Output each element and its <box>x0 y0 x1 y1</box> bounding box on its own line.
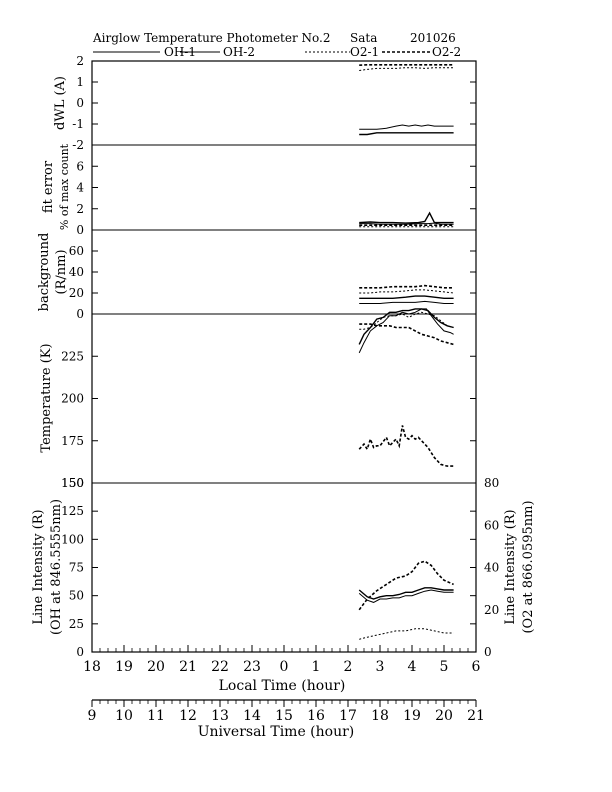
series-line-oh-2 <box>359 295 454 299</box>
site-name: Sata <box>350 31 377 45</box>
y-tick-label: -1 <box>72 117 84 131</box>
panel-5-ylabel-line2: (OH at 846.5555nm) <box>49 499 64 635</box>
x-tick-label: 3 <box>376 659 385 675</box>
y-tick-label: 60 <box>69 244 84 258</box>
y-tick-label: 6 <box>76 159 84 173</box>
x2-tick-label: 11 <box>147 708 165 724</box>
y-tick-label: 2 <box>76 54 84 68</box>
x-tick-label: 23 <box>243 659 261 675</box>
series-line-oh-1 <box>358 308 454 354</box>
y-tick-label: 75 <box>69 561 84 575</box>
panel-5-y2label-line1: Line Intensity (R) <box>503 509 518 624</box>
series-line-oh-1 <box>359 124 454 130</box>
y2-tick-label: 80 <box>484 476 499 490</box>
series-line-o2-2 <box>358 560 454 611</box>
legend-label-o22: O2-2 <box>432 45 461 59</box>
y2-tick-label: 0 <box>484 645 492 659</box>
panel-5-ylabel-line1: Line Intensity (R) <box>31 509 46 624</box>
series-line-o2-1 <box>359 311 454 330</box>
y-tick-label: 125 <box>61 504 84 518</box>
series-line-oh-1 <box>358 589 454 603</box>
y-tick-label: 150 <box>61 476 84 490</box>
panel-3-ylabel-line1: background <box>37 233 52 312</box>
series-line-oh-2 <box>359 132 454 136</box>
y-tick-label: 20 <box>69 286 84 300</box>
series-line-oh-1 <box>359 300 454 304</box>
x2-tick-label: 9 <box>88 708 97 724</box>
x2-tick-label: 19 <box>403 708 421 724</box>
series-line-o2-1 <box>359 67 454 71</box>
y-tick-label: 0 <box>76 223 84 237</box>
x2-tick-label: 13 <box>211 708 229 724</box>
x-axis-label: Local Time (hour) <box>219 678 346 694</box>
y-tick-label: 200 <box>61 392 84 406</box>
x-tick-label: 5 <box>440 659 449 675</box>
series-line-oh-2 <box>358 308 454 345</box>
y-tick-label: 2 <box>76 202 84 216</box>
series-line-oh-2 <box>359 211 454 224</box>
x-tick-label: 22 <box>211 659 229 675</box>
legend-label-oh2: OH-2 <box>223 45 255 59</box>
y-tick-label: -2 <box>72 138 84 152</box>
panel-2-ylabel-line1: fit error <box>41 160 56 213</box>
y-tick-label: 1 <box>76 75 84 89</box>
x2-axis-label: Universal Time (hour) <box>198 724 355 740</box>
y2-tick-label: 40 <box>484 561 499 575</box>
y2-tick-label: 20 <box>484 603 499 617</box>
x2-tick-label: 14 <box>243 708 261 724</box>
y2-tick-label: 60 <box>484 518 499 532</box>
legend-label-o21: O2-1 <box>350 45 379 59</box>
panel-1-ylabel: dWL (A) <box>53 76 68 130</box>
series-line-oh-1 <box>359 222 454 225</box>
y-tick-label: 40 <box>69 265 84 279</box>
y-tick-label: 225 <box>61 349 84 363</box>
x2-tick-label: 17 <box>339 708 357 724</box>
series-line-o2-1 <box>359 628 454 640</box>
y-tick-label: 4 <box>76 181 84 195</box>
x2-tick-label: 12 <box>179 708 197 724</box>
date-label: 201026 <box>410 31 456 45</box>
series-line-o2-2 <box>359 284 454 289</box>
y-tick-label: 50 <box>69 589 84 603</box>
x2-tick-label: 16 <box>307 708 325 724</box>
x-tick-label: 19 <box>115 659 133 675</box>
panel-2-ylabel-line2: % of max count <box>58 143 71 230</box>
x2-tick-label: 20 <box>435 708 453 724</box>
x-tick-label: 4 <box>408 659 417 675</box>
x2-tick-label: 21 <box>467 708 485 724</box>
panel-5-y2label-line2: (O2 at 866.0595nm) <box>521 500 536 633</box>
panel-4-ylabel: Temperature (K) <box>39 343 54 452</box>
x2-tick-label: 10 <box>115 708 133 724</box>
y-tick-label: 150 <box>61 476 84 490</box>
x-tick-label: 21 <box>179 659 197 675</box>
series-line-o2-2 <box>359 323 454 346</box>
series-line-o2-1 <box>359 289 454 294</box>
x-tick-label: 2 <box>344 659 353 675</box>
series-line-oh-2 <box>358 587 454 600</box>
x-tick-label: 6 <box>472 659 481 675</box>
x2-tick-label: 15 <box>275 708 293 724</box>
x2-tick-label: 18 <box>371 708 389 724</box>
y-tick-label: 0 <box>76 645 84 659</box>
y-tick-label: 175 <box>61 434 84 448</box>
legend: OH-1 OH-2 O2-1 O2-2 <box>93 45 461 59</box>
x-tick-label: 0 <box>280 659 289 675</box>
x-tick-label: 1 <box>312 659 321 675</box>
series-line-o2-2 <box>358 425 454 467</box>
y-tick-label: 100 <box>61 532 84 546</box>
chart-title: Airglow Temperature Photometer No.2 <box>92 31 331 45</box>
y-tick-label: 25 <box>69 617 84 631</box>
x-tick-label: 18 <box>83 659 101 675</box>
x-tick-label: 20 <box>147 659 165 675</box>
y-tick-label: 0 <box>76 307 84 321</box>
y-tick-label: 0 <box>76 96 84 110</box>
panel-3-ylabel-line2: (R/nm) <box>54 249 69 294</box>
